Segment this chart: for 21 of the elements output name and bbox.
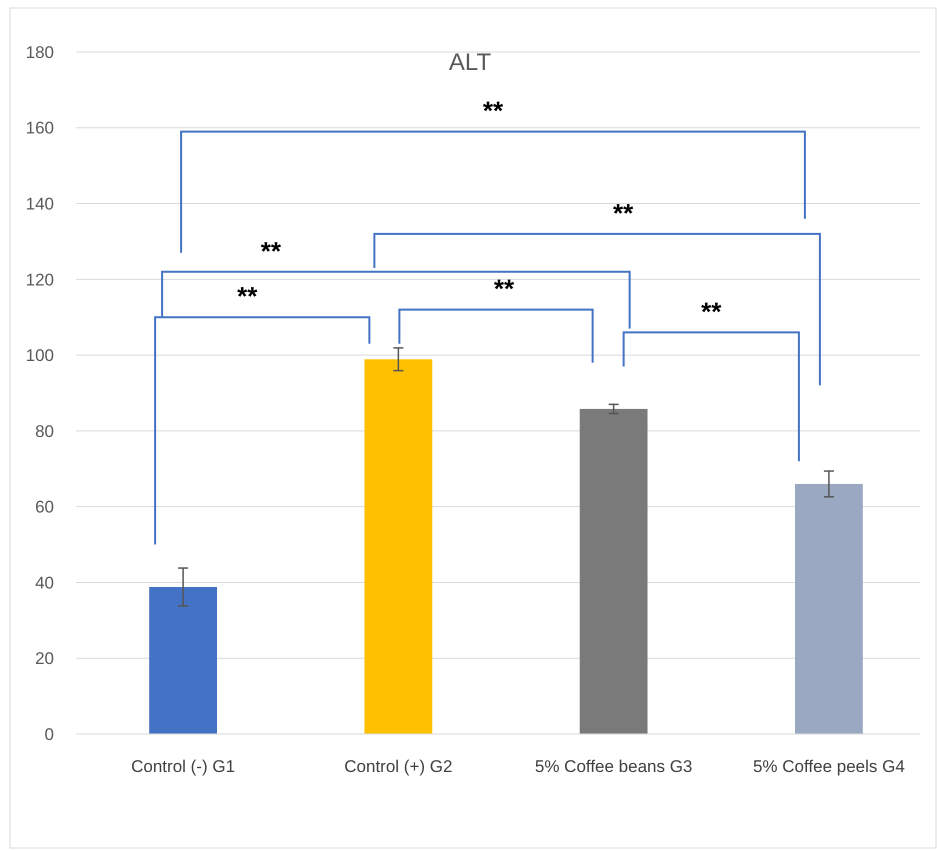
y-tick-label: 0 bbox=[44, 724, 54, 744]
annotation: ** bbox=[494, 274, 515, 304]
x-tick-label: 5% Coffee beans G3 bbox=[534, 757, 692, 776]
x-tick-label: Control (+) G2 bbox=[344, 757, 452, 776]
annotation: ** bbox=[701, 296, 722, 326]
x-tick-label: Control (-) G1 bbox=[131, 757, 236, 776]
annotation: ** bbox=[482, 96, 504, 126]
y-tick-label: 160 bbox=[26, 118, 54, 138]
y-tick-label: 140 bbox=[26, 194, 54, 214]
y-tick-label: 80 bbox=[35, 422, 54, 441]
y-tick-label: 120 bbox=[26, 270, 54, 290]
y-tick-label: 100 bbox=[26, 346, 54, 366]
annotation: ** bbox=[260, 236, 282, 266]
y-tick-label: 180 bbox=[26, 42, 54, 62]
x-tick-label: 5% Coffee peels G4 bbox=[752, 757, 905, 776]
annotation: ** bbox=[237, 281, 258, 312]
y-tick-label: 20 bbox=[35, 649, 54, 668]
chart-title: ALT bbox=[448, 49, 492, 76]
y-tick-label: 60 bbox=[35, 498, 54, 517]
annotation: ** bbox=[613, 198, 634, 228]
y-tick-label: 40 bbox=[35, 573, 54, 592]
